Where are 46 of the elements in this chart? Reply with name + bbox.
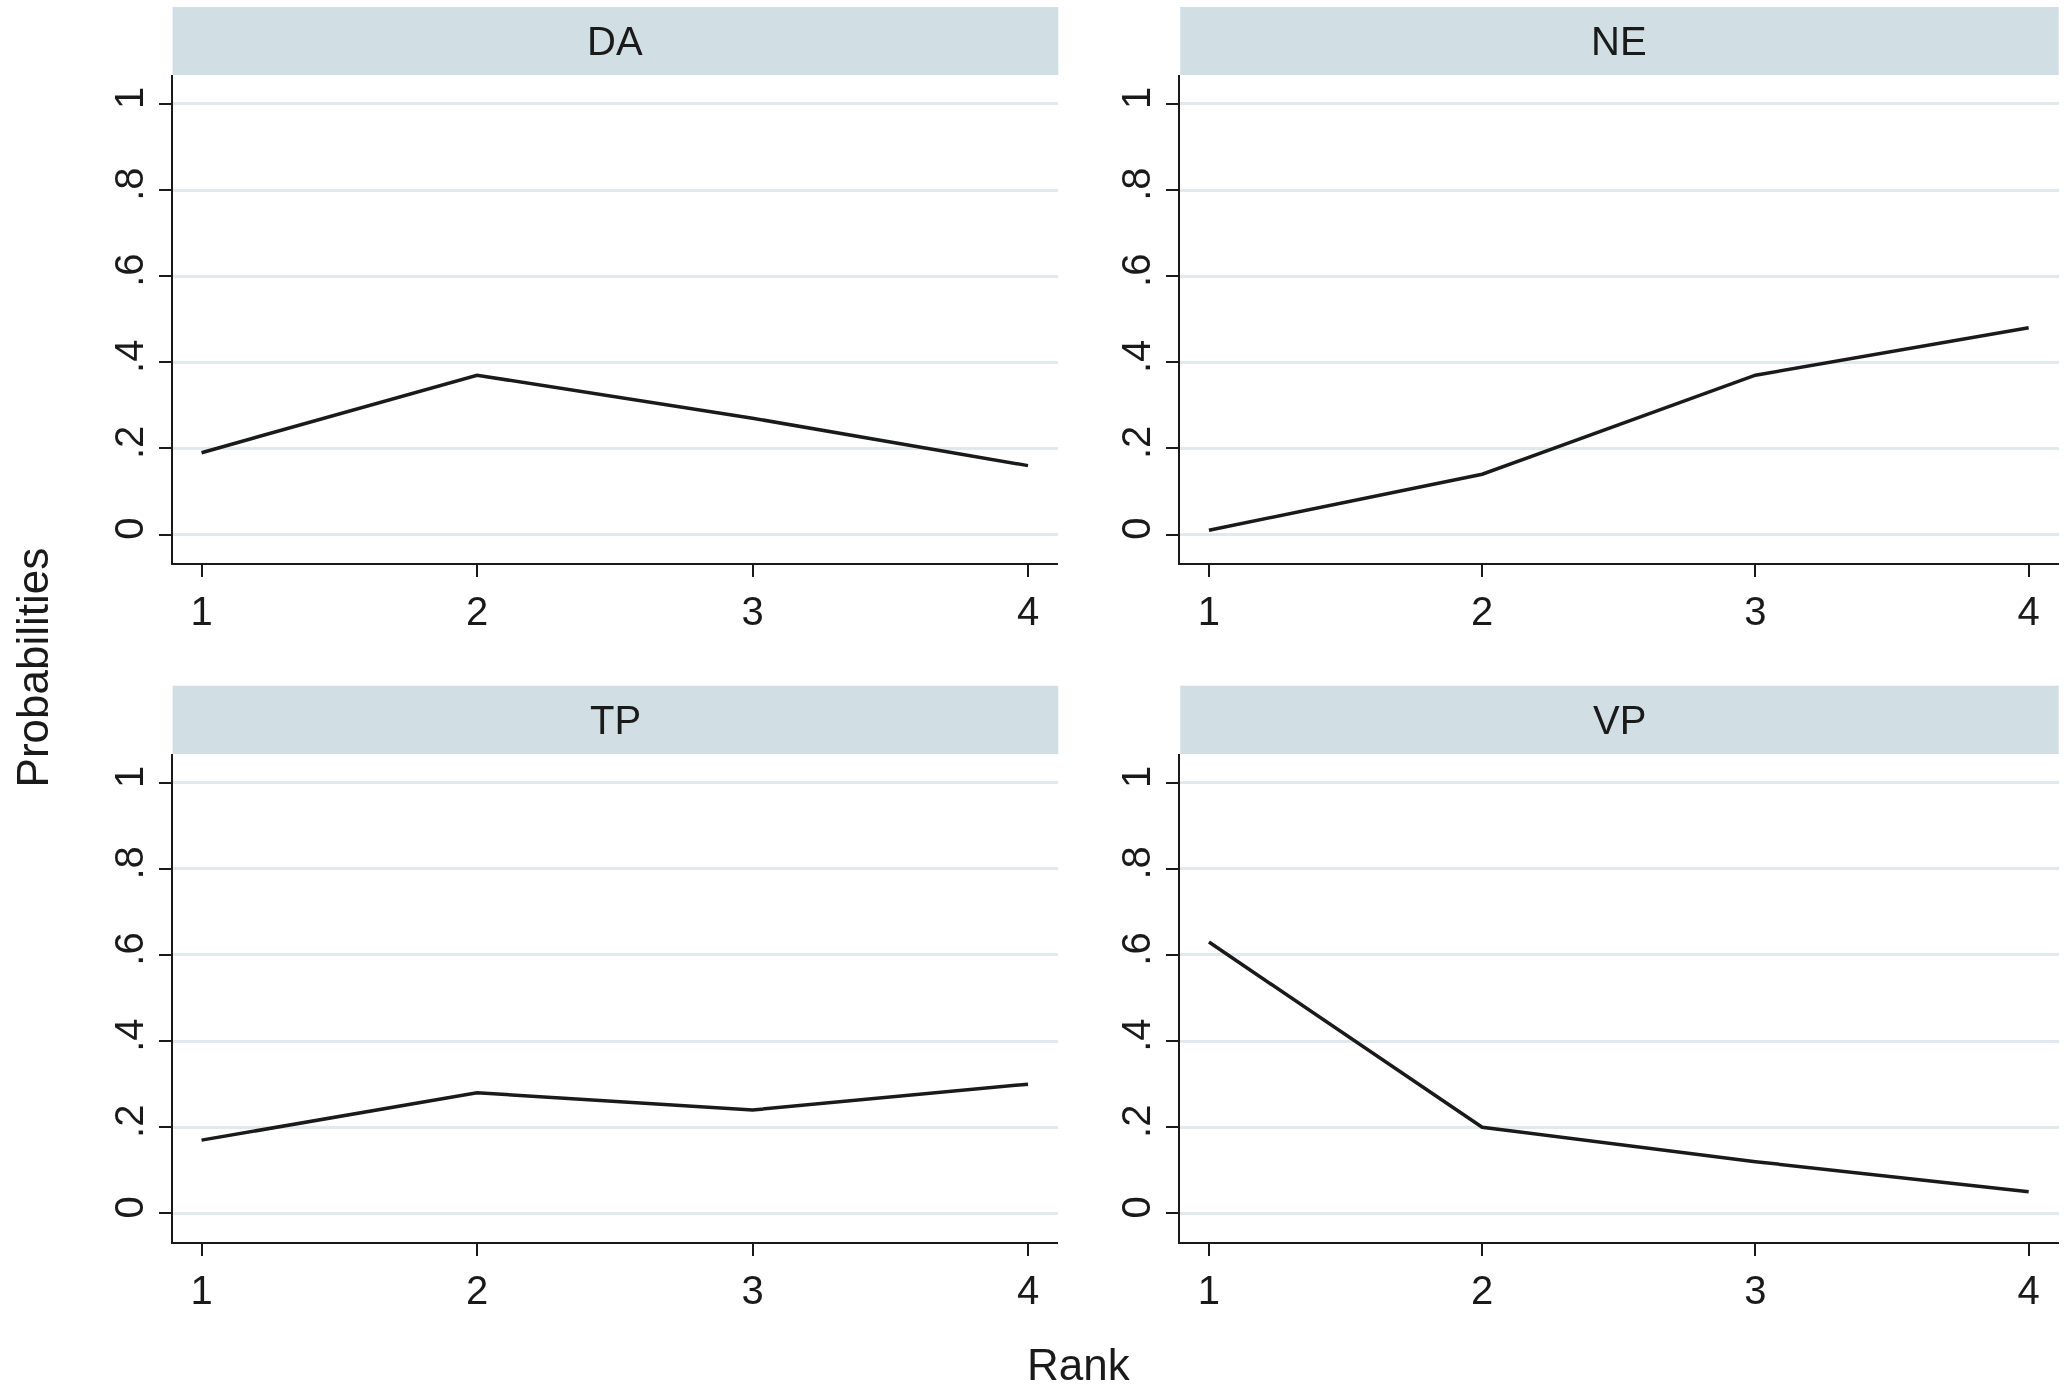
x-tick-label: 3 [741, 1268, 764, 1313]
y-axis-title: Probabilities [8, 547, 58, 788]
y-tick-label: .2 [106, 1104, 151, 1138]
x-tick-label: 1 [190, 589, 213, 634]
x-tick-label: 4 [1016, 1268, 1040, 1313]
y-tick-label: .6 [1114, 253, 1159, 287]
y-tick-label: .8 [1114, 167, 1159, 201]
y-tick-label: 0 [1114, 1196, 1159, 1219]
y-tick-label: .8 [106, 846, 151, 880]
x-tick-label: 4 [2017, 1268, 2040, 1313]
y-tick-label: .4 [106, 1018, 151, 1052]
y-tick-label: 0 [106, 517, 151, 540]
y-tick-label: 0 [106, 1196, 151, 1219]
chart-title: VP [1593, 698, 1647, 742]
x-tick-label: 1 [190, 1268, 213, 1313]
y-tick-label: 1 [106, 86, 151, 110]
x-tick-label: 3 [1744, 1268, 1767, 1313]
y-tick-label: .4 [106, 339, 151, 373]
y-tick-label: .8 [106, 167, 151, 201]
x-tick-label: 1 [1197, 589, 1221, 634]
y-tick-label: .6 [106, 253, 151, 287]
x-axis-title: Rank [1027, 1340, 1131, 1389]
chart-title: DA [587, 19, 643, 63]
x-tick-label: 3 [1744, 589, 1767, 634]
x-tick-label: 2 [1471, 589, 1494, 634]
y-tick-label: 0 [1114, 517, 1159, 540]
y-tick-label: .8 [1114, 846, 1159, 880]
y-tick-label: .2 [106, 425, 151, 460]
x-tick-label: 4 [1016, 589, 1040, 634]
y-tick-label: 1 [1114, 86, 1159, 110]
y-tick-label: .4 [1114, 339, 1159, 373]
chart-title: TP [590, 698, 642, 742]
x-tick-label: 1 [1197, 1268, 1221, 1313]
y-tick-label: .2 [1114, 425, 1159, 460]
chart-title: NE [1591, 19, 1647, 63]
x-tick-label: 3 [741, 589, 764, 634]
y-tick-label: 1 [106, 765, 151, 788]
x-tick-label: 2 [465, 589, 489, 634]
x-tick-label: 2 [1471, 1268, 1494, 1313]
y-tick-label: .4 [1114, 1018, 1159, 1052]
y-tick-label: .2 [1114, 1104, 1159, 1138]
y-tick-label: .6 [106, 932, 151, 966]
y-tick-label: 1 [1114, 765, 1159, 788]
y-tick-label: .6 [1114, 932, 1159, 966]
x-tick-label: 4 [2017, 589, 2040, 634]
x-tick-label: 2 [465, 1268, 489, 1313]
